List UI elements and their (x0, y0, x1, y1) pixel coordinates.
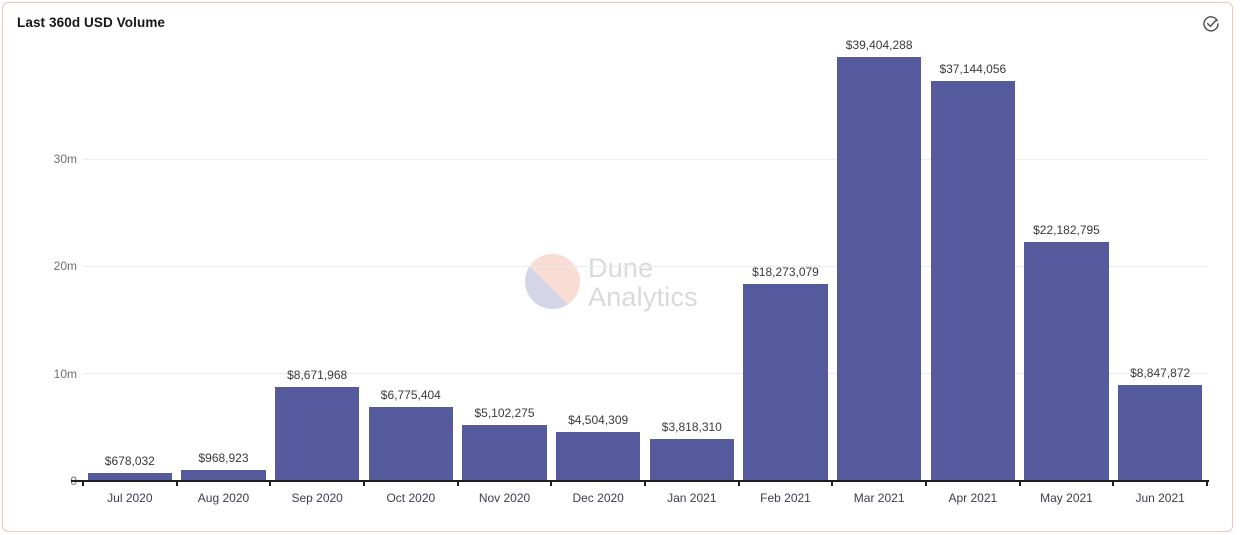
x-axis-tick (363, 482, 365, 486)
gridline-30m (83, 158, 1208, 160)
bar-apr-2021[interactable] (930, 81, 1016, 480)
bar-jun-2021[interactable] (1117, 385, 1203, 480)
bar-value-label: $3,818,310 (661, 420, 722, 435)
x-axis-tick (1112, 482, 1115, 486)
bar-value-label: $39,404,288 (845, 38, 913, 53)
bar-jan-2021[interactable] (649, 439, 735, 480)
y-axis-tick-20m: 20m (53, 259, 77, 274)
x-axis-tick (456, 482, 459, 486)
x-axis-tick (175, 482, 178, 486)
x-axis-tick (550, 482, 553, 486)
x-axis-tick (1018, 482, 1021, 486)
x-axis-tick (1206, 482, 1208, 486)
bar-value-label: $5,102,275 (474, 406, 535, 421)
x-axis-category-label: Jun 2021 (1135, 491, 1185, 505)
bar-value-label: $6,775,404 (380, 388, 441, 403)
bar-mar-2021[interactable] (836, 57, 922, 480)
x-axis-category-label: Apr 2021 (948, 491, 998, 505)
x-axis-tick (269, 482, 272, 486)
gridline-10m (83, 373, 1208, 375)
x-axis-category-label: Jul 2020 (107, 491, 153, 505)
x-axis-category-label: Mar 2021 (853, 491, 905, 505)
x-axis-tick (925, 482, 927, 486)
x-axis-line (71, 480, 1209, 482)
bar-value-label: $968,923 (198, 450, 249, 465)
x-axis-tick (831, 482, 834, 486)
x-axis-tick (644, 482, 646, 486)
bar-value-label: $8,671,968 (287, 367, 348, 382)
x-axis-category-label: Nov 2020 (478, 491, 531, 505)
bar-feb-2021[interactable] (743, 283, 828, 480)
x-axis-tick (737, 482, 740, 486)
bar-may-2021[interactable] (1024, 241, 1109, 480)
x-axis-category-label: Jan 2021 (667, 491, 717, 505)
bar-value-label: $4,504,309 (568, 412, 629, 427)
x-axis-tick (82, 482, 84, 486)
y-axis-tick-30m: 30m (53, 152, 77, 167)
bar-value-label: $18,273,079 (752, 264, 819, 279)
bar-jul-2020[interactable] (87, 472, 173, 480)
x-axis-category-label: Aug 2020 (197, 491, 250, 505)
bar-aug-2020[interactable] (181, 469, 266, 480)
bar-oct-2020[interactable] (368, 407, 454, 480)
y-axis-tick-10m: 10m (53, 366, 77, 381)
x-axis-category-label: Oct 2020 (386, 491, 436, 505)
x-axis-category-label: May 2021 (1040, 491, 1093, 505)
bar-value-label: $37,144,056 (939, 62, 1007, 77)
x-axis-category-label: Dec 2020 (572, 491, 624, 505)
gridline-20m (83, 265, 1208, 267)
bar-value-label: $8,847,872 (1130, 366, 1191, 381)
bar-sep-2020[interactable] (274, 386, 360, 480)
bar-dec-2020[interactable] (555, 431, 641, 480)
bar-value-label: $22,182,795 (1033, 222, 1100, 237)
bar-nov-2020[interactable] (462, 425, 547, 480)
x-axis-category-label: Sep 2020 (291, 491, 343, 505)
chart-title: Last 360d USD Volume (17, 15, 166, 30)
bar-value-label: $678,032 (104, 453, 155, 468)
check-circle-icon (1202, 15, 1220, 33)
x-axis-category-label: Feb 2021 (760, 491, 811, 505)
